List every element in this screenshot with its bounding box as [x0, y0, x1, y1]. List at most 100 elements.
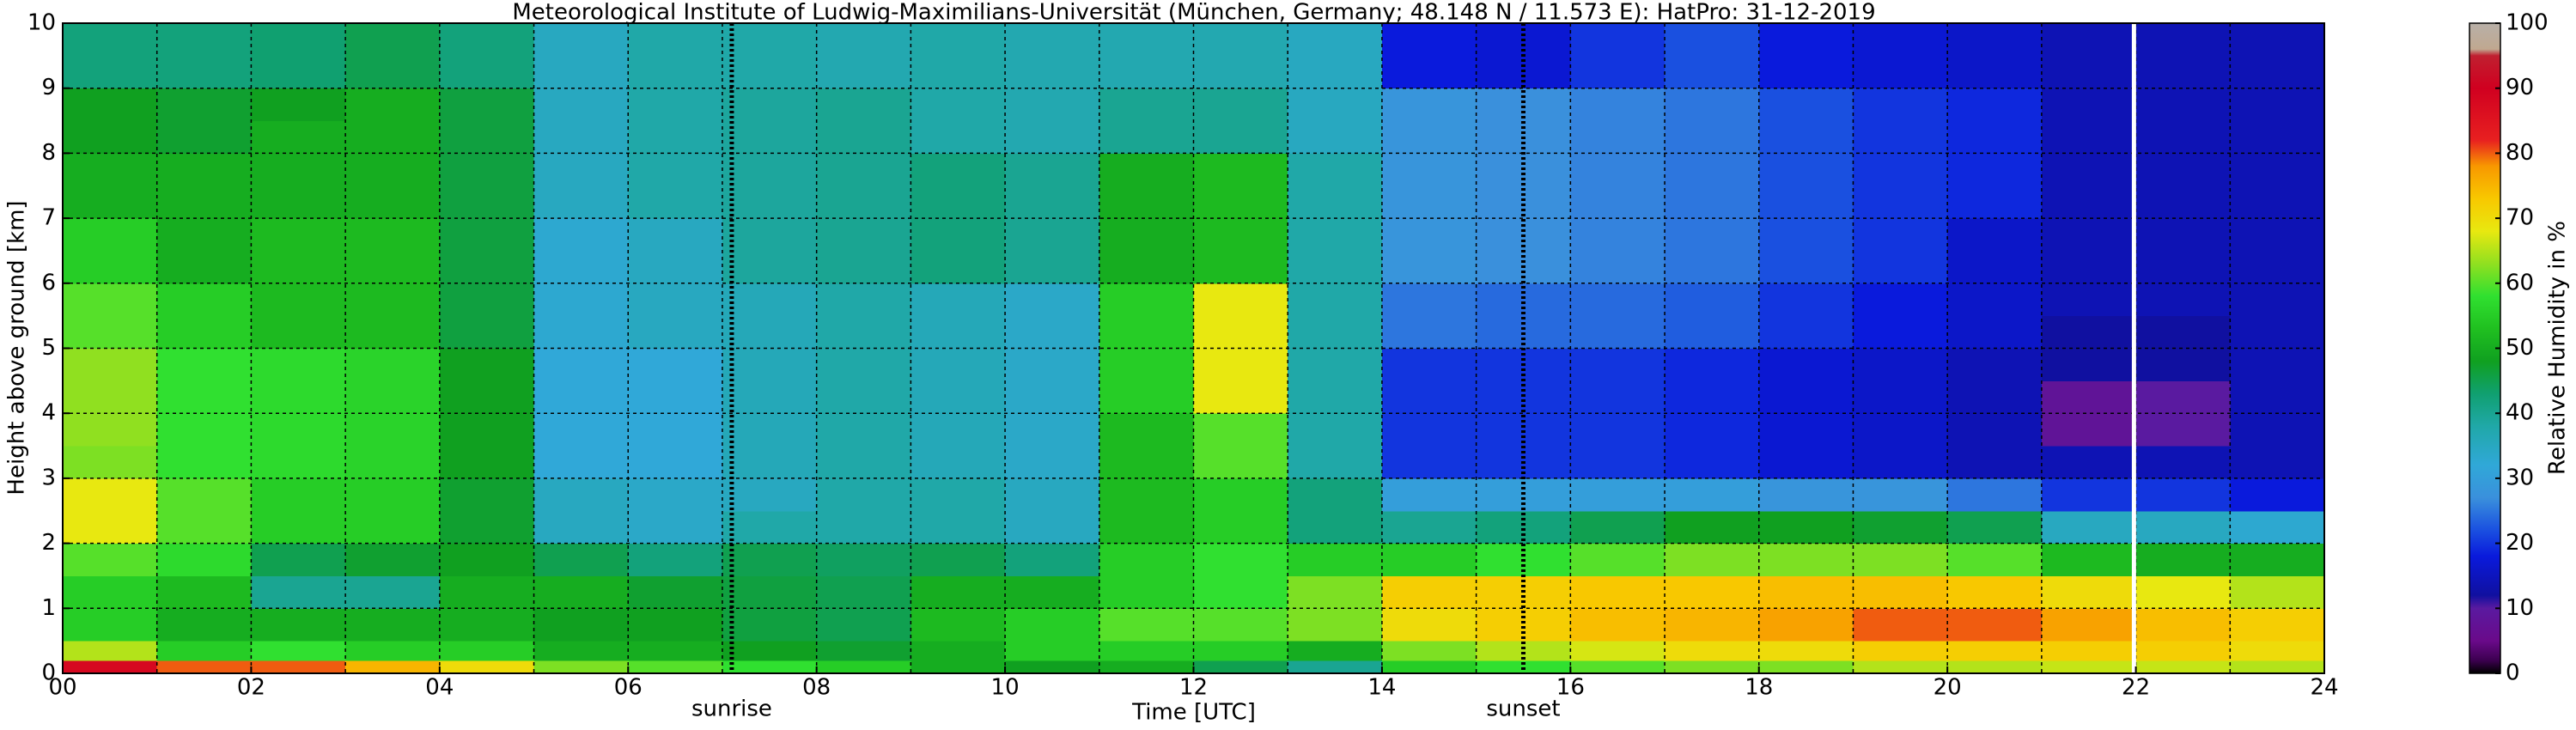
cell: [1665, 250, 1760, 284]
y-tick-label: 7: [41, 205, 56, 231]
cell: [816, 608, 911, 642]
cell: [1570, 348, 1666, 381]
cell: [1665, 218, 1760, 252]
x-tick-label: 04: [425, 675, 454, 701]
cell: [1005, 380, 1100, 414]
cell: [1005, 120, 1100, 154]
cell: [63, 478, 158, 512]
cell: [1099, 88, 1194, 122]
cell: [722, 543, 818, 576]
cell: [1947, 218, 2043, 252]
cell: [722, 348, 818, 381]
cell: [2135, 348, 2231, 381]
cell: [722, 55, 818, 89]
cell: [251, 446, 346, 479]
cell: [251, 250, 346, 284]
cell: [816, 153, 911, 186]
cell: [2041, 186, 2137, 219]
cell: [1758, 380, 1854, 414]
cell: [722, 478, 818, 512]
cell: [1288, 218, 1383, 252]
cell: [2041, 510, 2137, 544]
cell: [1193, 413, 1288, 447]
cell: [1570, 250, 1666, 284]
x-tick-label: 00: [48, 675, 76, 701]
cell: [1288, 380, 1383, 414]
cell: [628, 446, 723, 479]
cell: [439, 510, 535, 544]
cell: [1665, 608, 1760, 642]
x-tick-label: 22: [2122, 675, 2150, 701]
cell: [2230, 660, 2325, 674]
cell: [2230, 575, 2325, 609]
cell: [1758, 575, 1854, 609]
cell: [816, 315, 911, 349]
cell: [439, 218, 535, 252]
cell: [1288, 55, 1383, 89]
cell: [816, 510, 911, 544]
cell: [910, 641, 1006, 661]
cell: [439, 478, 535, 512]
cell: [816, 446, 911, 479]
cell: [439, 186, 535, 219]
cell: [1005, 283, 1100, 317]
x-tick-label: 06: [614, 675, 642, 701]
cell: [1288, 348, 1383, 381]
cell: [156, 380, 252, 414]
cell: [1665, 55, 1760, 89]
cell: [156, 250, 252, 284]
cell: [1665, 478, 1760, 512]
cell: [2135, 186, 2231, 219]
cell: [1947, 608, 2043, 642]
cell: [1381, 250, 1477, 284]
cell: [345, 186, 441, 219]
cell: [2230, 348, 2325, 381]
cell: [1381, 88, 1477, 122]
cell: [1853, 413, 1948, 447]
cell: [63, 446, 158, 479]
cell: [63, 120, 158, 154]
cell: [1193, 641, 1288, 661]
cell: [722, 153, 818, 186]
cell: [1099, 413, 1194, 447]
cell: [345, 478, 441, 512]
cell: [2041, 23, 2137, 57]
cell: [345, 641, 441, 661]
cell: [910, 55, 1006, 89]
y-tick-label: 9: [41, 75, 56, 100]
cell: [910, 478, 1006, 512]
cell: [1288, 446, 1383, 479]
cell: [1570, 315, 1666, 349]
cell: [1381, 315, 1477, 349]
cell: [1099, 510, 1194, 544]
cell: [2135, 641, 2231, 661]
cell: [1758, 218, 1854, 252]
cell: [1193, 478, 1288, 512]
cell: [1099, 348, 1194, 381]
cell: [1381, 23, 1477, 57]
cell: [1758, 641, 1854, 661]
cell: [2135, 250, 2231, 284]
cell: [1381, 575, 1477, 609]
colorbar-tick-label: 60: [2506, 270, 2534, 295]
cell: [1005, 218, 1100, 252]
cell: [1288, 315, 1383, 349]
cell: [1665, 23, 1760, 57]
cell: [1947, 413, 2043, 447]
cell: [1853, 218, 1948, 252]
cell: [2135, 413, 2231, 447]
cell: [1099, 23, 1194, 57]
cell: [251, 608, 346, 642]
cell: [63, 23, 158, 57]
cell: [2041, 380, 2137, 414]
cell: [910, 120, 1006, 154]
cell: [1947, 478, 2043, 512]
cell: [910, 380, 1006, 414]
cell: [1005, 348, 1100, 381]
cell: [345, 446, 441, 479]
cell: [628, 55, 723, 89]
cell: [722, 88, 818, 122]
cell: [1193, 348, 1288, 381]
cell: [2230, 543, 2325, 576]
cell: [251, 120, 346, 154]
